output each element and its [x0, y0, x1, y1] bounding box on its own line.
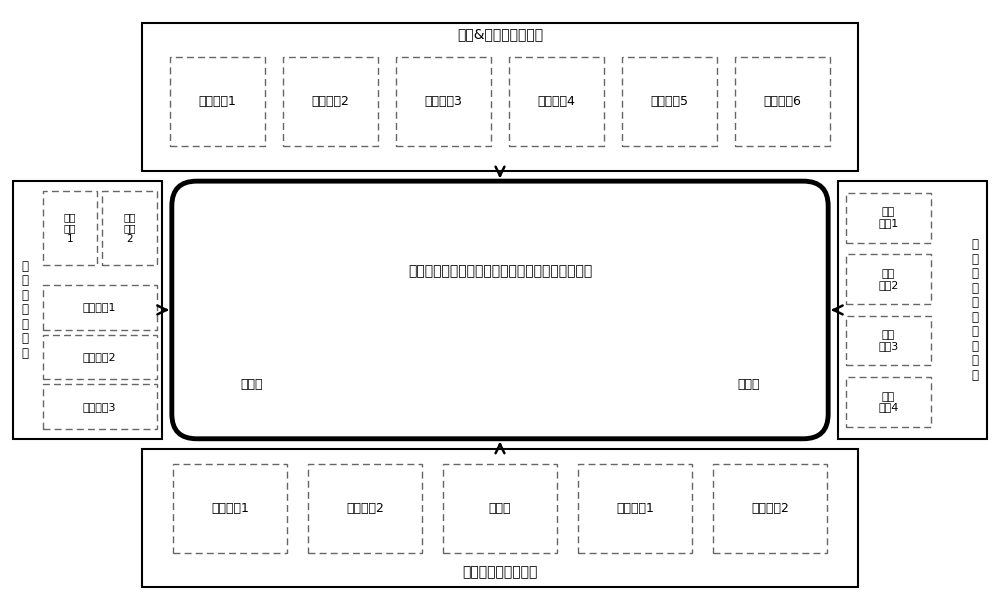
Bar [283, 57, 378, 146]
Bar [846, 378, 931, 427]
Text: 视频
监控3: 视频 监控3 [878, 330, 898, 351]
Bar [838, 181, 987, 439]
FancyBboxPatch shape [172, 181, 828, 439]
Bar [622, 57, 717, 146]
Text: 决策目标6: 决策目标6 [763, 95, 801, 109]
Text: 视频
监控2: 视频 监控2 [878, 269, 899, 290]
Bar [43, 335, 157, 379]
Text: 当前参数状态视图层: 当前参数状态视图层 [462, 565, 538, 580]
Bar [846, 254, 931, 304]
Text: 备用状态2: 备用状态2 [751, 501, 789, 515]
Bar [308, 464, 422, 553]
Bar [846, 316, 931, 365]
Bar [173, 464, 287, 553]
Text: 仪表盘: 仪表盘 [489, 501, 511, 515]
Bar [578, 464, 692, 553]
Text: 决策目标1: 决策目标1 [199, 95, 237, 109]
Bar [202, 354, 301, 414]
Bar [713, 464, 827, 553]
Bar [142, 23, 858, 171]
Bar [13, 181, 162, 439]
Text: 预测信息2: 预测信息2 [83, 352, 117, 362]
Text: 决策目标2: 决策目标2 [312, 95, 350, 109]
Text: 驾驶舱全景显示图层（多维视图自动重组和叠加）: 驾驶舱全景显示图层（多维视图自动重组和叠加） [408, 264, 592, 278]
Text: 预测信息1: 预测信息1 [83, 303, 116, 312]
Text: 备用状态1: 备用状态1 [616, 501, 654, 515]
Bar [43, 384, 157, 429]
Text: 悬浮件: 悬浮件 [737, 378, 760, 391]
Text: 当前状态1: 当前状态1 [211, 501, 249, 515]
Bar [699, 354, 798, 414]
Text: 决策目标3: 决策目标3 [425, 95, 462, 109]
Bar [396, 57, 491, 146]
Text: 视频
监控4: 视频 监控4 [878, 392, 899, 412]
Bar [735, 57, 830, 146]
Bar [43, 285, 157, 330]
Bar [102, 191, 157, 265]
Bar [443, 464, 557, 553]
Bar [509, 57, 604, 146]
Bar [142, 449, 858, 587]
Text: 可态
信息
2: 可态 信息 2 [123, 212, 136, 244]
Text: 目
标
点
视
频
监
控
视
图
层: 目 标 点 视 频 监 控 视 图 层 [972, 238, 979, 382]
Bar [170, 57, 265, 146]
Text: 悬浮件: 悬浮件 [240, 378, 263, 391]
Bar [43, 191, 97, 265]
Text: 当前状态2: 当前状态2 [346, 501, 384, 515]
Text: 预测态势3: 预测态势3 [83, 401, 116, 412]
Text: 辅
助
决
策
视
图
层: 辅 助 决 策 视 图 层 [21, 260, 28, 360]
Text: 业务&决策目标视图层: 业务&决策目标视图层 [457, 27, 543, 41]
Text: 决策目标4: 决策目标4 [538, 95, 575, 109]
Bar [846, 193, 931, 243]
Text: 可控
信息
1: 可控 信息 1 [64, 212, 76, 244]
Text: 决策目标5: 决策目标5 [650, 95, 688, 109]
Text: 视频
监控1: 视频 监控1 [878, 207, 898, 228]
